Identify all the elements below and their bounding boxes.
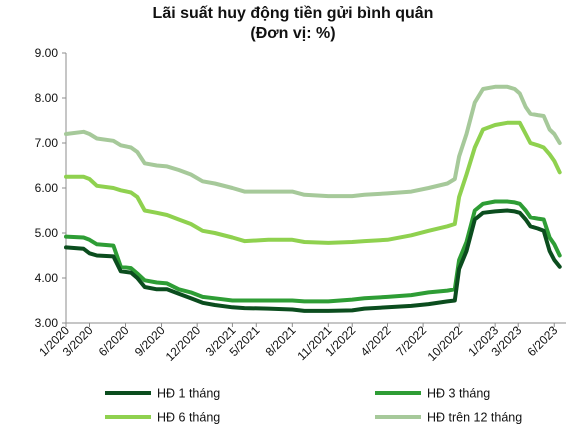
x-tick-label: 10/2022 — [425, 323, 466, 364]
legend-label-4: HĐ trên 12 tháng — [427, 411, 522, 425]
chart-title-block: Lãi suất huy động tiền gửi bình quân (Đơ… — [0, 4, 586, 44]
y-tick-label: 9.00 — [35, 46, 59, 60]
chart-title: Lãi suất huy động tiền gửi bình quân — [152, 5, 434, 22]
y-tick-label: 8.00 — [35, 91, 59, 105]
y-tick-label: 7.00 — [35, 136, 59, 150]
chart-subtitle: (Đơn vị: %) — [250, 25, 336, 42]
y-tick-label: 4.00 — [35, 271, 59, 285]
x-tick-label: 8/2021 — [263, 323, 299, 359]
legend: HĐ 1 tháng HĐ 3 tháng HĐ 6 tháng HĐ trên 12… — [105, 387, 522, 425]
x-tick-label: 12/2020 — [163, 323, 204, 364]
series-line-4 — [64, 84, 562, 199]
legend-label-1: HĐ 1 tháng — [157, 387, 220, 401]
x-tick-label: 4/2022 — [358, 323, 394, 359]
x-tick-label: 6/2020 — [96, 323, 132, 359]
y-tick-label: 5.00 — [35, 226, 59, 240]
series-lines — [64, 84, 562, 313]
series-line-2 — [64, 199, 562, 304]
series-line-1 — [64, 208, 562, 313]
y-tick-label: 3.00 — [35, 316, 59, 330]
x-tick-label: 6/2023 — [525, 323, 561, 359]
legend-label-2: HĐ 3 tháng — [427, 387, 490, 401]
legend-label-3: HĐ 6 tháng — [157, 411, 220, 425]
series-line-3 — [64, 120, 562, 245]
y-tick-label: 6.00 — [35, 181, 59, 195]
